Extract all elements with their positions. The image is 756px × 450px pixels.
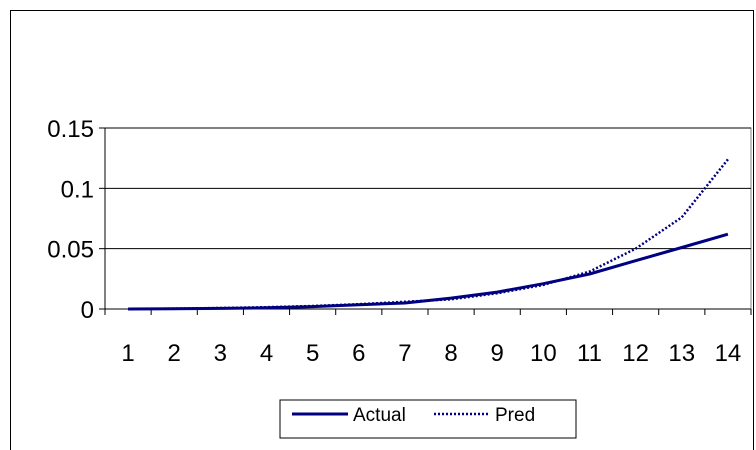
- x-tick-label: 1: [121, 340, 134, 367]
- x-tick-labels: 1 2 3 4 5 6 7 8 9 10 11 12 13 14: [121, 340, 741, 367]
- x-tick-label: 4: [260, 340, 273, 367]
- x-tick-label: 2: [168, 340, 181, 367]
- x-tick-label: 5: [306, 340, 319, 367]
- x-tick-label: 13: [668, 340, 695, 367]
- gridlines: [105, 127, 751, 250]
- legend-label-actual: Actual: [353, 405, 406, 426]
- x-tick-label: 14: [715, 340, 742, 367]
- series-lines: [128, 158, 729, 311]
- x-tick-label: 8: [444, 340, 457, 367]
- y-tick-label: 0.15: [47, 116, 94, 143]
- x-tick-label: 10: [530, 340, 557, 367]
- x-tick-label: 9: [491, 340, 504, 367]
- plot-area: [104, 127, 752, 310]
- series-line-pred: [128, 158, 729, 311]
- y-tick-label: 0.1: [61, 176, 94, 203]
- legend-label-pred: Pred: [495, 405, 535, 426]
- x-tick-label: 7: [398, 340, 411, 367]
- x-tick-label: 12: [622, 340, 649, 367]
- x-tick-label: 6: [352, 340, 365, 367]
- chart-frame: [10, 10, 754, 450]
- legend-box: [279, 399, 577, 439]
- legend: Actual Pred: [279, 399, 577, 439]
- x-tick-label: 3: [214, 340, 227, 367]
- y-tick-label: 0: [81, 297, 94, 324]
- y-tick-labels: 0 0.05 0.1 0.15: [47, 116, 94, 324]
- x-tick-label: 11: [577, 340, 602, 367]
- y-tick-label: 0.05: [47, 237, 94, 264]
